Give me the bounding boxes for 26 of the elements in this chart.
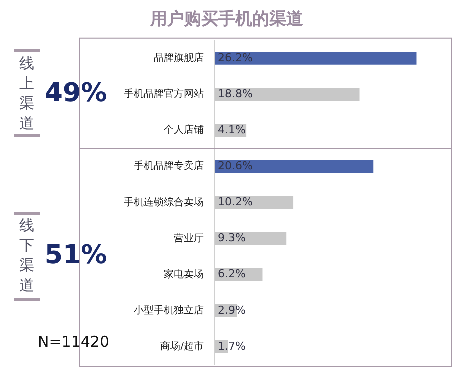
- data-label: 10.2%: [218, 196, 253, 209]
- data-label: 9.3%: [218, 232, 246, 245]
- data-label: 20.6%: [218, 159, 253, 172]
- data-label: 4.1%: [218, 123, 246, 136]
- text: 线上渠道: [20, 54, 34, 132]
- text: 51%: [44, 240, 108, 271]
- chart-title: 用户购买手机的渠道: [150, 10, 304, 30]
- text: N=11420: [38, 332, 110, 351]
- data-label: 26.2%: [218, 51, 253, 64]
- text: 49%: [44, 78, 108, 108]
- data-label: 6.2%: [218, 268, 246, 281]
- y-tick-label: 品牌旗舰店: [154, 52, 204, 64]
- y-tick-label: 手机连锁综合卖场: [124, 196, 204, 208]
- y-tick-label: 营业厅: [174, 232, 204, 244]
- data-label: 1.7%: [218, 340, 246, 353]
- y-tick-label: 商场/超市: [160, 340, 204, 353]
- y-tick-label: 家电卖场: [164, 268, 204, 280]
- bar: [215, 160, 374, 174]
- y-tick-label: 手机品牌专卖店: [134, 160, 204, 172]
- y-tick-label: 小型手机独立店: [134, 304, 204, 316]
- bar: [215, 52, 417, 65]
- y-tick-label: 个人店铺: [164, 124, 204, 136]
- data-label: 18.8%: [218, 87, 253, 100]
- text: 线下渠道: [20, 216, 34, 295]
- y-tick-label: 手机品牌官方网站: [124, 88, 204, 100]
- data-label: 2.9%: [218, 304, 246, 317]
